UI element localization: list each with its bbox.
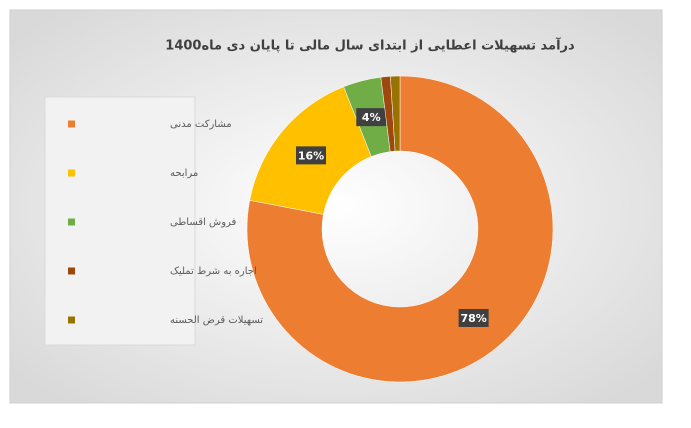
data-label: 78% (460, 312, 486, 325)
donut-segment (246, 75, 554, 383)
legend-marker (68, 316, 75, 324)
legend-marker (68, 169, 75, 177)
legend-entry: مشارکت مدنی (170, 119, 232, 130)
legend-marker (68, 218, 75, 226)
data-label-box (458, 308, 489, 327)
data-label: 16% (298, 149, 324, 162)
legend-entry: تسهیلات قرض الحسنه (170, 315, 263, 326)
donut-segment (390, 75, 401, 152)
data-label: 4% (362, 111, 381, 124)
data-label-box (296, 146, 327, 165)
legend-entry: مرابحه (170, 168, 198, 179)
data-label-box (356, 108, 387, 127)
legend-marker (68, 267, 75, 275)
legend-entry: فروش اقساطی (170, 217, 237, 228)
chart-title: درآمد تسهیلات اعطایی از ابتدای سال مالی … (165, 37, 575, 54)
legend-entry: اجاره به شرط تملیک (170, 266, 257, 277)
legend-marker (68, 120, 75, 128)
